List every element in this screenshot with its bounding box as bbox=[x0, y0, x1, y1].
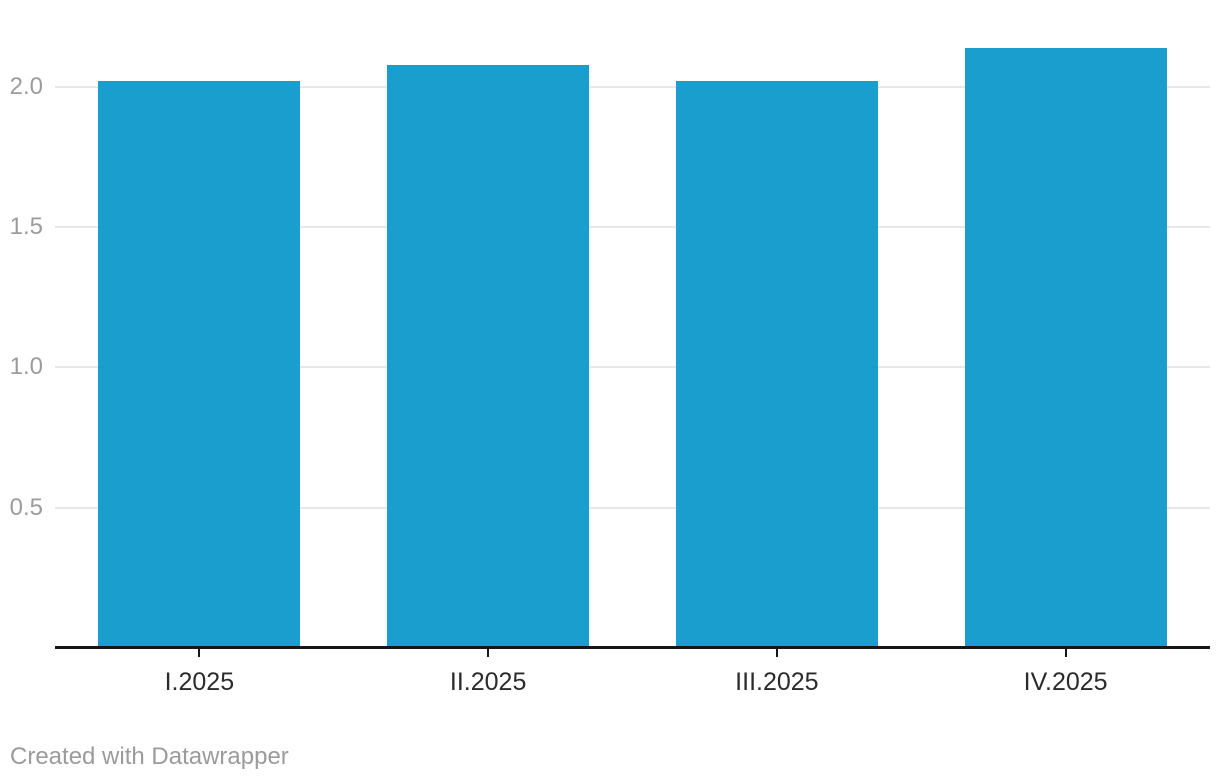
bar[interactable] bbox=[98, 81, 301, 648]
y-axis-tick-label: 1.5 bbox=[9, 213, 43, 241]
y-axis-tick-label: 2.0 bbox=[9, 72, 43, 100]
y-axis: 0.5 1.0 1.5 2.0 bbox=[0, 0, 43, 648]
y-axis-tick-label: 1.0 bbox=[9, 353, 43, 381]
gridline bbox=[55, 85, 1210, 88]
bar[interactable] bbox=[964, 47, 1167, 648]
plot-area bbox=[55, 0, 1210, 648]
x-axis-label: IV.2025 bbox=[1023, 668, 1108, 696]
x-axis-label: II.2025 bbox=[449, 668, 527, 696]
datawrapper-credit: Created with Datawrapper bbox=[10, 743, 289, 770]
bar[interactable] bbox=[387, 64, 590, 648]
gridline bbox=[55, 226, 1210, 229]
gridline bbox=[55, 366, 1210, 369]
y-axis-tick-label: 0.5 bbox=[9, 493, 43, 521]
x-axis-tick bbox=[1064, 649, 1067, 657]
bar[interactable] bbox=[675, 81, 878, 648]
gridline bbox=[55, 506, 1210, 509]
x-axis-tick bbox=[775, 649, 778, 657]
x-axis: I.2025 II.2025 III.2025 IV.2025 bbox=[55, 649, 1210, 709]
x-axis-tick bbox=[487, 649, 490, 657]
x-axis-line bbox=[55, 646, 1210, 649]
x-axis-tick bbox=[198, 649, 201, 657]
x-axis-label: I.2025 bbox=[164, 668, 235, 696]
x-axis-label: III.2025 bbox=[735, 668, 819, 696]
